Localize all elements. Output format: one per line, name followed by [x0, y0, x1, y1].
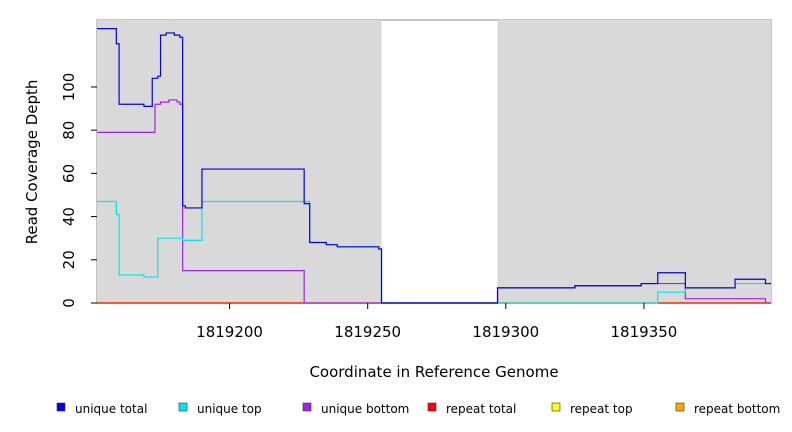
shaded-region-2	[497, 20, 771, 303]
x-axis: 1819200 1819250 1819300 1819350	[196, 303, 677, 341]
y-tick-label: 40	[60, 207, 78, 226]
legend-label-unique-top: unique top	[197, 402, 262, 416]
legend-label-unique-total: unique total	[75, 402, 147, 416]
legend-label-repeat-bottom: repeat bottom	[694, 402, 780, 416]
legend: unique total unique top unique bottom repea…	[56, 402, 780, 416]
x-axis-title: Coordinate in Reference Genome	[309, 363, 558, 381]
legend-swatch-repeat-top	[551, 402, 561, 412]
legend-swatch-unique-bottom	[302, 402, 312, 412]
y-tick-label: 100	[60, 73, 78, 102]
y-tick-label: 20	[60, 250, 78, 269]
legend-swatch-repeat-bottom	[675, 402, 685, 412]
y-axis: 0 20 40 60 80 100	[60, 73, 97, 308]
y-tick-label: 80	[60, 121, 78, 140]
legend-swatch-repeat-total	[427, 402, 437, 412]
x-tick-label: 1819350	[611, 323, 678, 341]
y-tick-label: 60	[60, 164, 78, 183]
y-tick-label: 0	[60, 298, 78, 308]
x-tick-label: 1819250	[334, 323, 401, 341]
legend-label-repeat-total: repeat total	[446, 402, 516, 416]
x-tick-label: 1819300	[472, 323, 539, 341]
series-line-unique-total	[97, 28, 771, 304]
y-axis-title: Read Coverage Depth	[23, 80, 41, 245]
legend-label-unique-bottom: unique bottom	[321, 402, 409, 416]
legend-swatch-unique-top	[178, 402, 188, 412]
legend-label-repeat-top: repeat top	[570, 402, 633, 416]
shaded-region-1	[97, 20, 382, 303]
legend-swatch-unique-total	[56, 402, 66, 412]
shaded-regions	[97, 20, 771, 303]
x-tick-label: 1819200	[196, 323, 263, 341]
series-lines	[97, 28, 771, 304]
series-line-unique-bottom	[97, 99, 771, 304]
